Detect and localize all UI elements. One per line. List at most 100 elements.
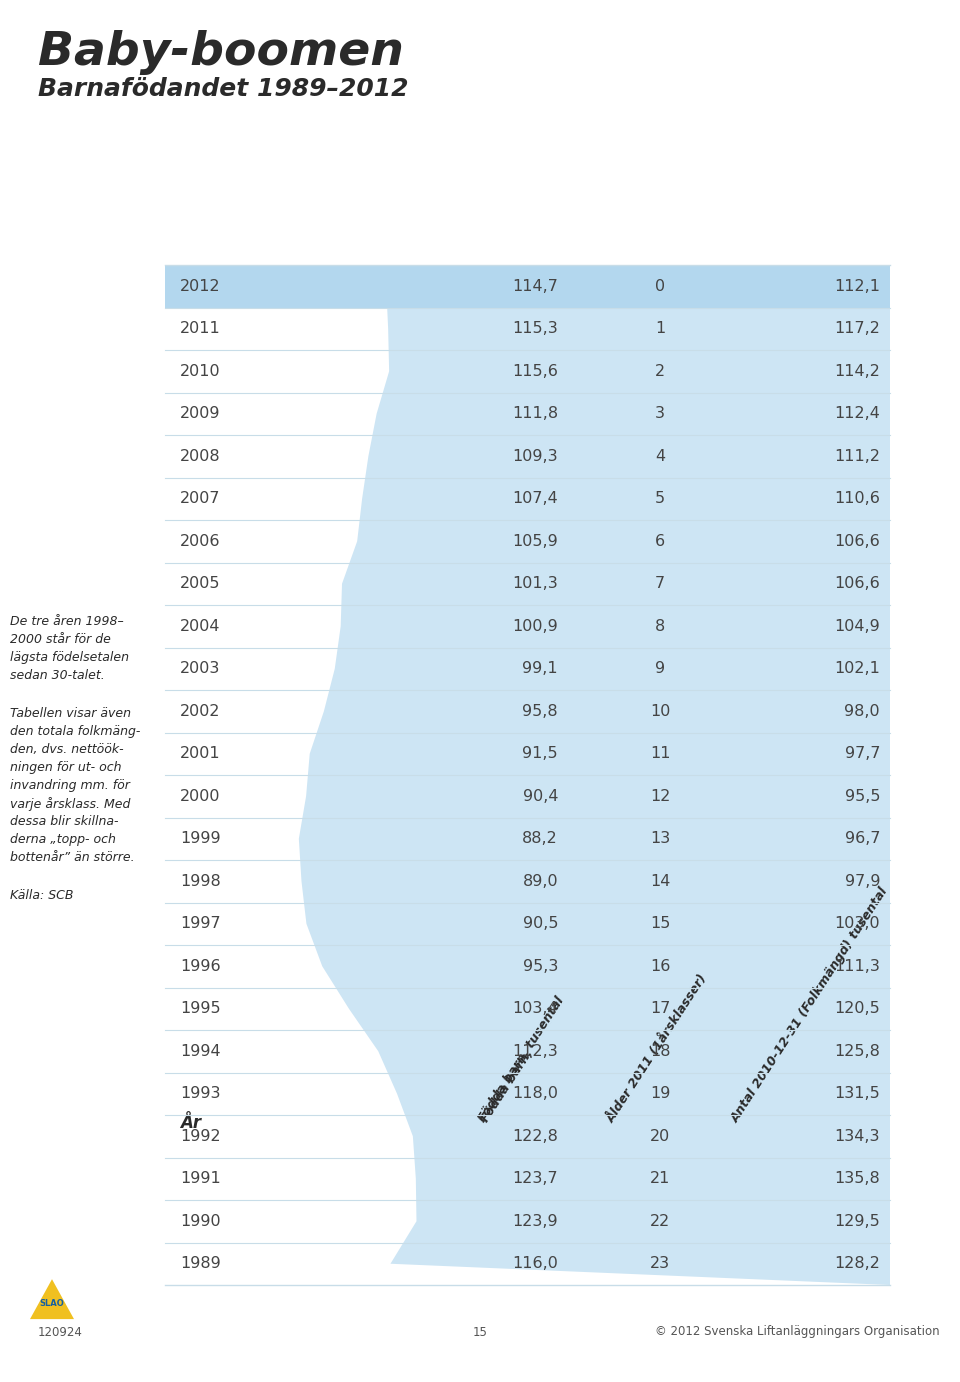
Text: 14: 14: [650, 873, 670, 889]
Text: 1999: 1999: [180, 831, 221, 846]
Text: 99,1: 99,1: [522, 661, 558, 676]
Text: 116,0: 116,0: [512, 1256, 558, 1271]
Text: 106,6: 106,6: [834, 576, 880, 591]
Text: 95,5: 95,5: [845, 789, 880, 804]
Text: sedan 30-talet.: sedan 30-talet.: [10, 669, 105, 681]
Text: 109,3: 109,3: [513, 449, 558, 464]
Text: 2004: 2004: [180, 619, 221, 634]
Text: 111,2: 111,2: [834, 449, 880, 464]
Text: 16: 16: [650, 959, 670, 974]
Text: 125,8: 125,8: [834, 1043, 880, 1059]
Text: 3: 3: [655, 406, 665, 422]
Text: 0: 0: [655, 279, 665, 294]
Text: 22: 22: [650, 1213, 670, 1229]
Text: 2: 2: [655, 363, 665, 379]
Text: 101,3: 101,3: [513, 576, 558, 591]
Text: 11: 11: [650, 746, 670, 761]
Text: 117,2: 117,2: [834, 321, 880, 336]
Text: 1991: 1991: [180, 1172, 221, 1186]
Text: 112,1: 112,1: [834, 279, 880, 294]
Text: 2005: 2005: [180, 576, 221, 591]
Text: 112,3: 112,3: [513, 1043, 558, 1059]
Text: 4: 4: [655, 449, 665, 464]
Text: 1993: 1993: [180, 1086, 221, 1101]
Text: den, dvs. nettöök-: den, dvs. nettöök-: [10, 744, 124, 756]
Text: 2000 står för de: 2000 står för de: [10, 633, 110, 645]
Text: Födda barn, tusental: Födda barn, tusental: [479, 995, 570, 1125]
Text: Barnafödandet 1989–2012: Barnafödandet 1989–2012: [38, 77, 409, 101]
Text: 6: 6: [655, 533, 665, 549]
Text: 104,9: 104,9: [834, 619, 880, 634]
Text: 1998: 1998: [180, 873, 221, 889]
Text: 120,5: 120,5: [834, 1001, 880, 1016]
Text: 115,6: 115,6: [512, 363, 558, 379]
Text: 15: 15: [472, 1325, 488, 1339]
Text: 120924: 120924: [38, 1325, 83, 1339]
Text: 19: 19: [650, 1086, 670, 1101]
Text: Födda barn, tusental: Födda barn, tusental: [476, 995, 567, 1125]
Text: den totala folkmäng-: den totala folkmäng-: [10, 726, 140, 738]
Text: 2012: 2012: [180, 279, 221, 294]
Text: 1995: 1995: [180, 1001, 221, 1016]
Text: 2000: 2000: [180, 789, 221, 804]
Text: SLAO: SLAO: [39, 1299, 64, 1309]
Text: 2001: 2001: [180, 746, 221, 761]
Text: 1994: 1994: [180, 1043, 221, 1059]
Text: 88,2: 88,2: [522, 831, 558, 846]
Text: 15: 15: [650, 916, 670, 931]
Text: Antal 2010-12-31 (Folkmängd) tusental: Antal 2010-12-31 (Folkmängd) tusental: [729, 884, 891, 1125]
Text: 129,5: 129,5: [834, 1213, 880, 1229]
Text: 10: 10: [650, 703, 670, 719]
Text: 135,8: 135,8: [834, 1172, 880, 1186]
Text: 1989: 1989: [180, 1256, 221, 1271]
Text: 2007: 2007: [180, 491, 221, 506]
Text: 1997: 1997: [180, 916, 221, 931]
Text: lägsta födelsetalen: lägsta födelsetalen: [10, 651, 129, 663]
Text: 103,0: 103,0: [834, 916, 880, 931]
Text: © 2012 Svenska Liftanläggningars Organisation: © 2012 Svenska Liftanläggningars Organis…: [656, 1325, 940, 1339]
Text: 128,2: 128,2: [834, 1256, 880, 1271]
Text: Baby-boomen: Baby-boomen: [38, 30, 404, 75]
Text: 2010: 2010: [180, 363, 221, 379]
Text: 115,3: 115,3: [513, 321, 558, 336]
Text: 2008: 2008: [180, 449, 221, 464]
Text: 122,8: 122,8: [512, 1129, 558, 1144]
Text: Födda barn,: Födda barn,: [479, 1048, 536, 1125]
Text: 8: 8: [655, 619, 665, 634]
Text: 13: 13: [650, 831, 670, 846]
Text: 96,7: 96,7: [845, 831, 880, 846]
Bar: [165, 265, 890, 308]
Text: 2003: 2003: [180, 661, 221, 676]
Text: 1990: 1990: [180, 1213, 221, 1229]
Text: 106,6: 106,6: [834, 533, 880, 549]
Text: 20: 20: [650, 1129, 670, 1144]
Text: 118,0: 118,0: [512, 1086, 558, 1101]
Text: 2006: 2006: [180, 533, 221, 549]
Text: 17: 17: [650, 1001, 670, 1016]
Text: 95,8: 95,8: [522, 703, 558, 719]
Text: Ålder 2011 (1årsklasser): Ålder 2011 (1årsklasser): [604, 972, 709, 1125]
Text: 95,3: 95,3: [522, 959, 558, 974]
Text: 103,4: 103,4: [513, 1001, 558, 1016]
Text: 97,9: 97,9: [845, 873, 880, 889]
Text: 89,0: 89,0: [522, 873, 558, 889]
Text: 134,3: 134,3: [834, 1129, 880, 1144]
Text: 90,5: 90,5: [522, 916, 558, 931]
Text: 102,1: 102,1: [834, 661, 880, 676]
Text: 18: 18: [650, 1043, 670, 1059]
Text: 2009: 2009: [180, 406, 221, 422]
Text: varje årsklass. Med: varje årsklass. Med: [10, 797, 131, 811]
Text: 9: 9: [655, 661, 665, 676]
Text: 21: 21: [650, 1172, 670, 1186]
Text: 12: 12: [650, 789, 670, 804]
Text: 97,7: 97,7: [845, 746, 880, 761]
Text: 5: 5: [655, 491, 665, 506]
Text: 1992: 1992: [180, 1129, 221, 1144]
Text: De tre åren 1998–: De tre åren 1998–: [10, 615, 124, 627]
Text: 98,0: 98,0: [845, 703, 880, 719]
Polygon shape: [299, 265, 890, 1285]
Text: 90,4: 90,4: [522, 789, 558, 804]
Text: Tabellen visar även: Tabellen visar även: [10, 708, 131, 720]
Text: År: År: [180, 1114, 202, 1132]
Text: 107,4: 107,4: [513, 491, 558, 506]
